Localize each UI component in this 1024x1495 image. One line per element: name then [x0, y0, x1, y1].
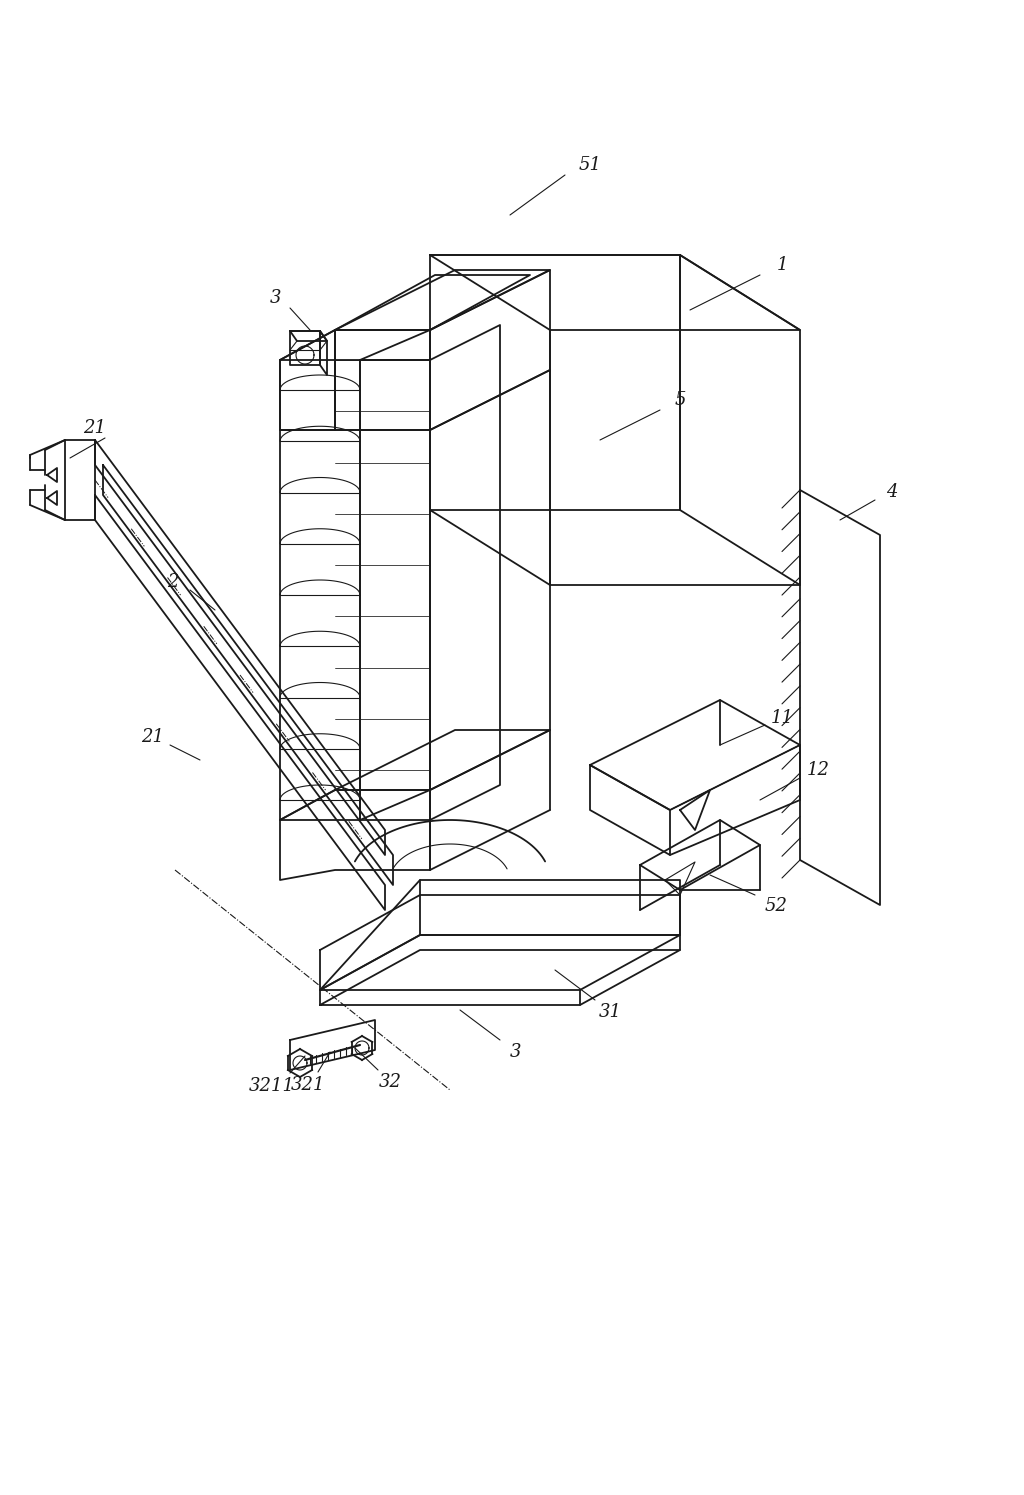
- Text: 12: 12: [807, 761, 829, 779]
- Text: 51: 51: [579, 155, 601, 173]
- Text: 1: 1: [776, 256, 787, 274]
- Text: 11: 11: [770, 709, 794, 727]
- Text: 2: 2: [167, 573, 179, 591]
- Text: 32: 32: [379, 1073, 401, 1091]
- Text: 3: 3: [270, 289, 282, 306]
- Text: 5: 5: [674, 392, 686, 410]
- Text: 31: 31: [598, 1003, 622, 1021]
- Text: 4: 4: [886, 483, 898, 501]
- Text: 21: 21: [141, 728, 165, 746]
- Text: 3211: 3211: [249, 1076, 295, 1094]
- Text: 52: 52: [765, 897, 787, 915]
- Text: 321: 321: [291, 1076, 326, 1094]
- Text: 3: 3: [510, 1044, 522, 1061]
- Text: 21: 21: [84, 419, 106, 437]
